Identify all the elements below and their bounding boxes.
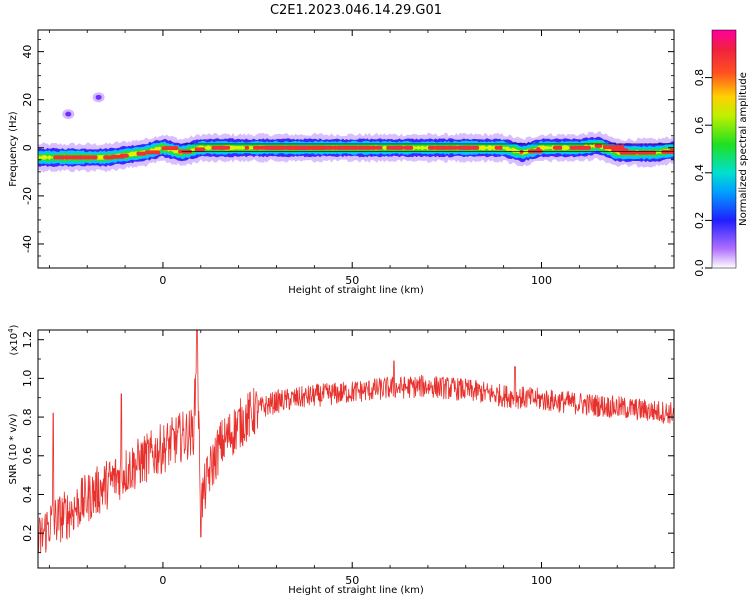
spectrogram-peak — [161, 146, 179, 151]
spectrogram-xtick-label: 100 — [531, 274, 552, 287]
spectrogram-peak — [594, 143, 603, 148]
colorbar-tick-label: 0.8 — [693, 69, 706, 87]
colorbar-gradient — [711, 29, 737, 269]
spectrogram-y-label: Frequency (Hz) — [8, 111, 19, 187]
spectrogram-peak — [61, 155, 83, 160]
snr-ytick-label: 0.8 — [21, 408, 34, 426]
spectrogram-peak — [627, 150, 637, 155]
colorbar-tick-label: 0.6 — [693, 116, 706, 134]
snr-ytick-label: 0.4 — [21, 486, 34, 504]
colorbar: 0.0 0.2 0.4 0.6 0.8 Normalized spectral ampl… — [693, 29, 749, 277]
spectrogram-peak — [469, 145, 480, 150]
snr-x-label: Height of straight line (km) — [288, 585, 424, 596]
spectrogram-xtick-label: 50 — [345, 274, 359, 287]
colorbar-label: Normalized spectral amplitude — [738, 72, 749, 226]
snr-ytick-label: 1.0 — [21, 370, 34, 388]
spectrogram-ytick-label: 0 — [21, 144, 34, 151]
snr-ytick-label: 0.6 — [21, 447, 34, 465]
spectrogram-peak — [377, 145, 383, 150]
spectrogram-peak — [194, 147, 206, 152]
snr-xtick-label: 100 — [531, 574, 552, 587]
spectrogram-peak — [602, 145, 625, 150]
spectrogram-peak — [552, 145, 563, 150]
colorbar-tick-label: 0.4 — [693, 164, 706, 182]
spectrogram-peak — [244, 145, 250, 150]
snr-series-line — [38, 330, 674, 554]
snr-plot-area — [38, 330, 674, 568]
spectrogram-peak — [86, 155, 93, 160]
spectrogram-ytick-label: -40 — [21, 235, 34, 253]
spectrogram-peak — [577, 145, 586, 150]
spectrogram-peak — [265, 145, 341, 150]
spectrogram-blob — [24, 119, 36, 129]
colorbar-ticks: 0.0 0.2 0.4 0.6 0.8 — [693, 69, 712, 277]
spectrogram-panel: -40 -20 0 20 40 0 50 100 Height of straight li… — [8, 29, 675, 296]
spectrogram-peak — [361, 145, 379, 150]
snr-y-label: SNR (10 * v/v) — [8, 413, 19, 484]
snr-xtick-label: 0 — [159, 574, 166, 587]
spectrogram-peak — [636, 150, 657, 155]
spectrogram-xtick-label: 0 — [159, 274, 166, 287]
chart-title: C2E1.2023.046.14.29.G01 — [270, 3, 442, 18]
spectrogram-ytick-label: 40 — [21, 45, 34, 59]
spectrogram-peak — [669, 148, 674, 153]
spectrogram-x-axis: 0 50 100 — [48, 30, 656, 287]
spectrogram-x-label: Height of straight line (km) — [288, 285, 424, 296]
spectrogram-peak — [427, 145, 449, 150]
spectrogram-y-axis: -40 -20 0 20 40 — [21, 39, 674, 269]
spectrogram-peak — [136, 151, 147, 156]
snr-frame — [37, 329, 675, 569]
spectrogram-blob-core — [27, 121, 33, 126]
spectrogram-peak — [144, 150, 161, 155]
spectrogram-peak — [394, 145, 402, 150]
spectrogram-band — [38, 139, 674, 165]
spectrogram-peak — [119, 153, 129, 158]
spectrogram-peak — [527, 149, 543, 154]
snr-panel: 0.2 0.4 0.6 0.8 1.0 1.2 0 50 100 Height of stra… — [7, 324, 675, 596]
colorbar-tick-label: 0.0 — [693, 259, 706, 277]
spectrogram-ytick-label: 20 — [21, 93, 34, 107]
spectrogram-blob-core — [95, 94, 102, 100]
snr-xtick-label: 50 — [345, 574, 359, 587]
spectrogram-peak — [536, 147, 541, 152]
spectrogram-peak — [494, 145, 503, 150]
snr-x-axis: 0 50 100 — [48, 330, 656, 587]
spectrogram-ytick-label: -20 — [21, 187, 34, 205]
spectrogram-blob-core — [65, 111, 72, 117]
spectrogram-peak — [444, 145, 454, 150]
snr-ytick-label: 0.2 — [21, 524, 34, 542]
spectrogram-heatmap — [24, 92, 674, 173]
spectrogram-peak — [219, 145, 227, 150]
snr-y-multiplier: (x104) — [7, 324, 20, 355]
snr-y-axis: 0.2 0.4 0.6 0.8 1.0 1.2 — [21, 331, 674, 553]
spectrogram-peak — [352, 145, 358, 150]
spectrogram-frame — [37, 29, 675, 269]
spectrogram-peak — [402, 145, 414, 150]
snr-ytick-label: 1.2 — [21, 331, 34, 349]
colorbar-tick-label: 0.2 — [693, 212, 706, 230]
spectrogram-peak — [103, 155, 115, 160]
